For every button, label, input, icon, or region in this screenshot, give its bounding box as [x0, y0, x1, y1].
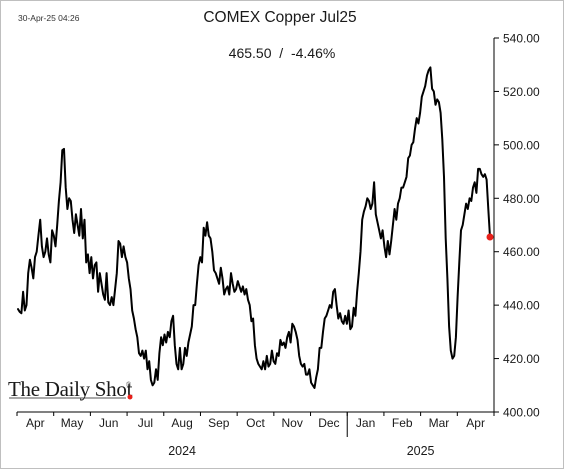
last-price-marker [486, 233, 494, 241]
y-tick-label: 540.00 [503, 32, 540, 46]
x-month-label: Aug [171, 416, 192, 430]
x-month-label: Jan [356, 416, 375, 430]
year-label-2024: 2024 [168, 444, 196, 458]
y-tick-label: 420.00 [503, 352, 540, 366]
x-month-label: Sep [208, 416, 230, 430]
x-month-label: Jun [99, 416, 118, 430]
x-month-label: May [61, 416, 84, 430]
timestamp: 30-Apr-25 04:26 [18, 13, 80, 23]
y-tick-label: 440.00 [503, 299, 540, 313]
x-month-label: Nov [282, 416, 303, 430]
chart-subtitle: 465.50 / -4.46% [229, 45, 336, 61]
y-tick-label: 480.00 [503, 192, 540, 206]
x-month-label: Apr [26, 416, 45, 430]
y-tick-label: 520.00 [503, 85, 540, 99]
y-tick-label: 500.00 [503, 138, 540, 152]
x-month-label: Dec [318, 416, 339, 430]
logo-dot [127, 394, 133, 400]
x-month-label: Mar [429, 416, 450, 430]
daily-shot-logo: The Daily Shot [8, 377, 133, 401]
x-month-label: Feb [392, 416, 413, 430]
x-month-label: Apr [466, 416, 485, 430]
y-tick-label: 460.00 [503, 245, 540, 259]
y-tick-label: 400.00 [503, 406, 540, 420]
logo-registered-mark: ® [126, 381, 132, 389]
copper-price-line [17, 66, 491, 389]
chart-title: COMEX Copper Jul25 [203, 9, 356, 26]
year-label-2025: 2025 [407, 444, 435, 458]
x-month-label: Jul [138, 416, 153, 430]
x-month-label: Oct [246, 416, 265, 430]
